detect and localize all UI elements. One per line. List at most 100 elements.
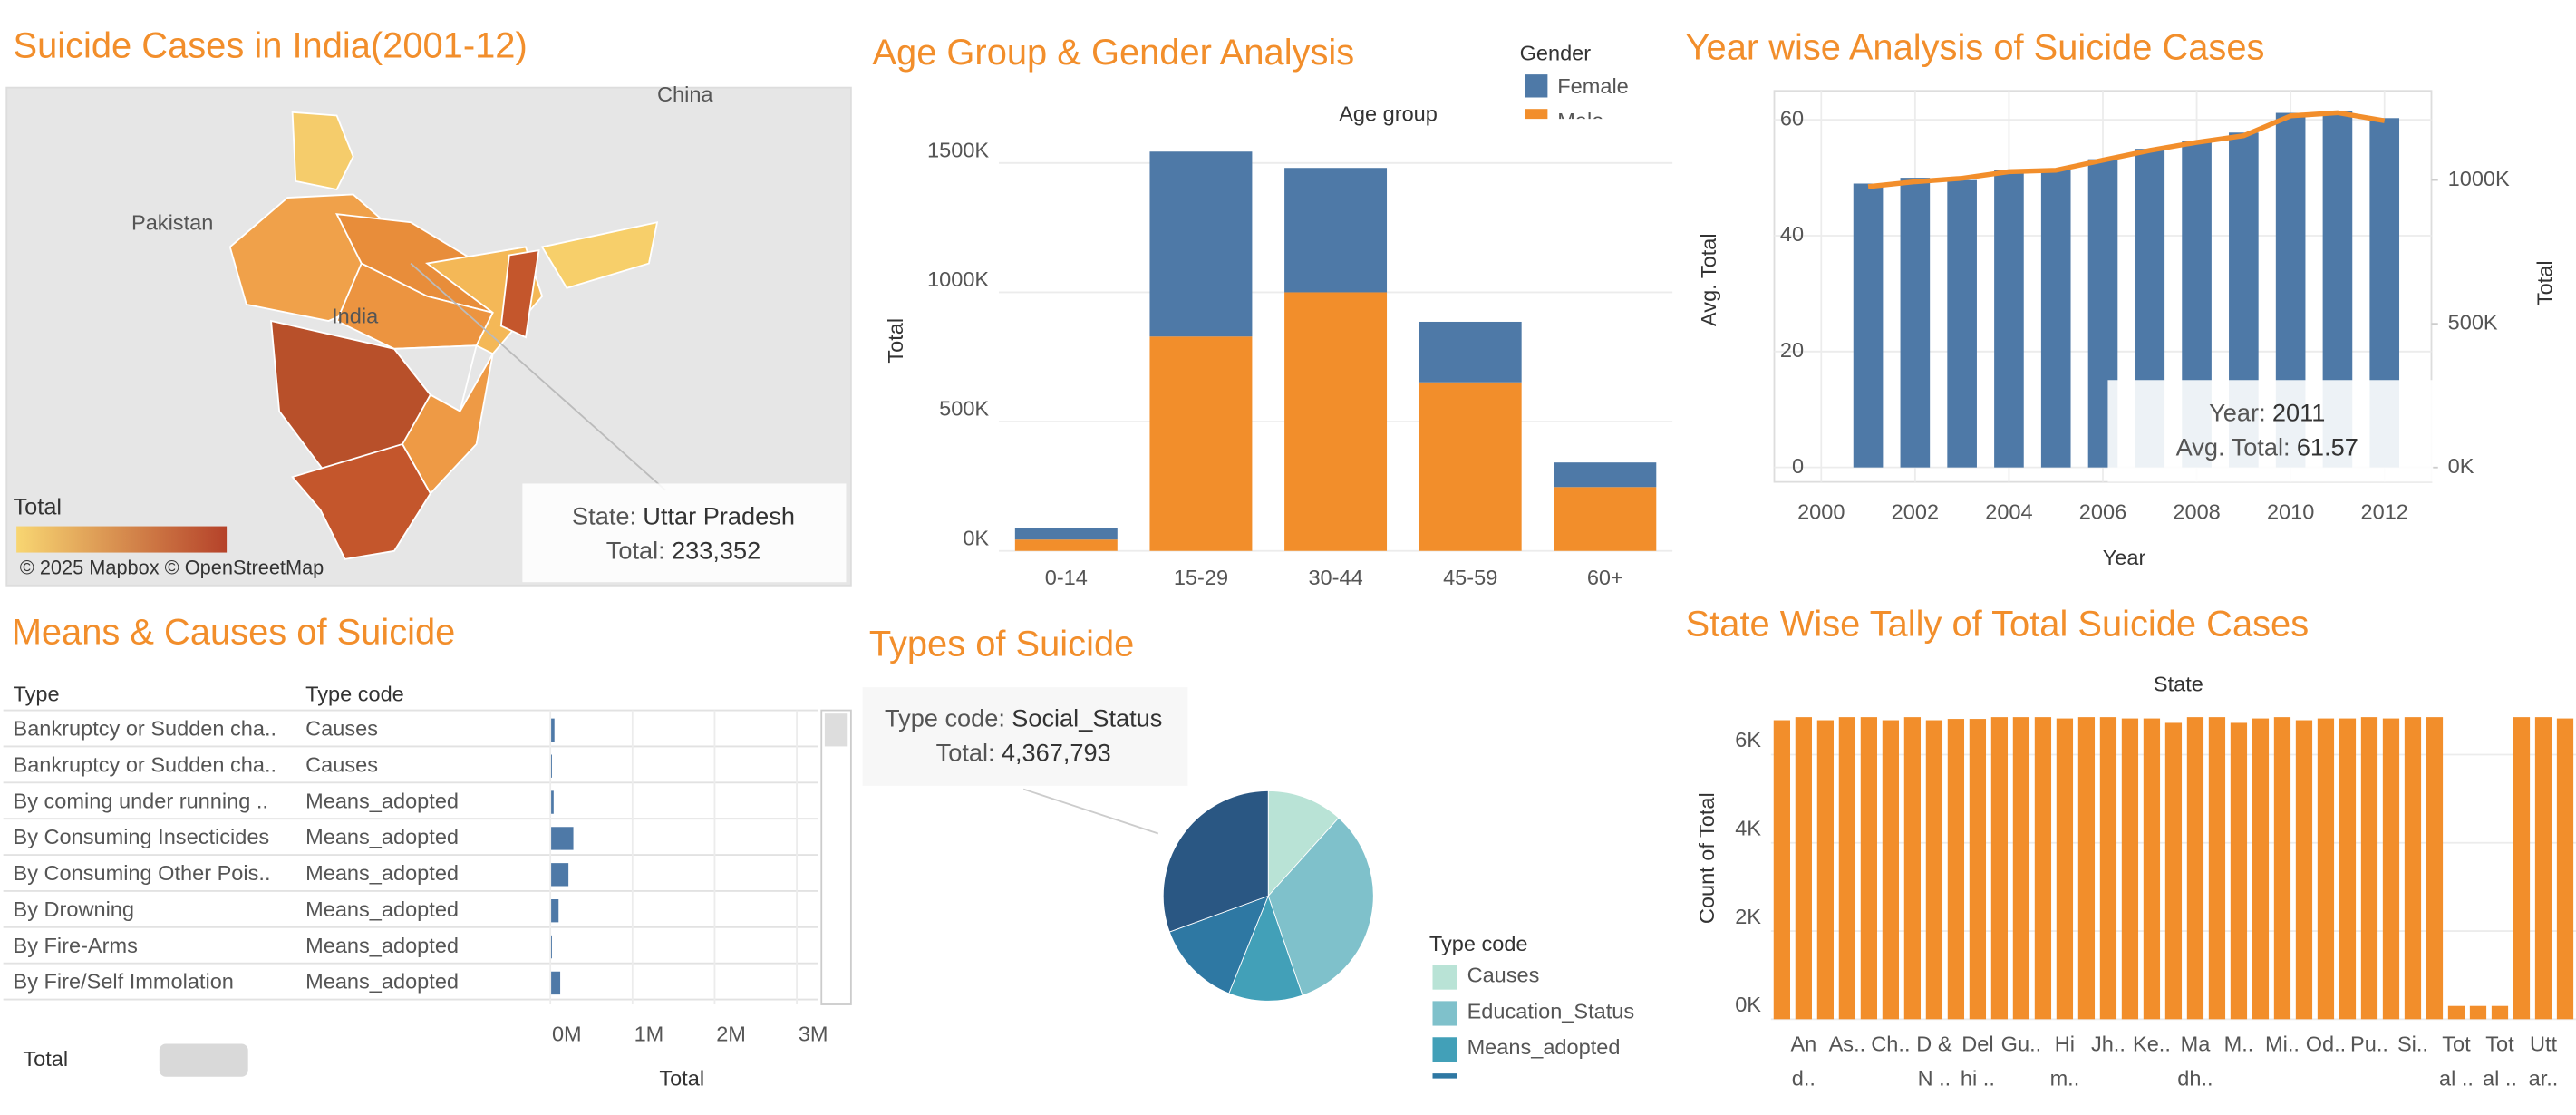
bar-segment [1554, 462, 1657, 488]
legend-label: Male [1557, 109, 1603, 132]
y-tick-label: 0K [963, 526, 989, 549]
x-tick-label: Ma [2181, 1033, 2212, 1056]
x-tick-label: d.. [1792, 1067, 1816, 1091]
column-header: Type [14, 682, 60, 705]
bar-segment [1419, 382, 1522, 551]
bar [2360, 717, 2378, 1020]
bar [2447, 1005, 2465, 1020]
bar [550, 899, 559, 923]
pie-tooltip-line: Total: 4,367,793 [936, 739, 1111, 767]
y-tick-label: 1500K [927, 138, 989, 161]
place-label: India [332, 305, 379, 328]
line-tooltip-line-label: Avg. Total: [2176, 433, 2290, 461]
bar [2295, 720, 2313, 1020]
bar-segment [1014, 539, 1118, 551]
legend-swatch [1433, 1110, 1457, 1115]
bar [2034, 717, 2052, 1020]
map-tooltip-line-label: State: [572, 502, 636, 530]
chart-title: Age Group & Gender Analysis [872, 33, 1354, 73]
cell: By coming under running .. [14, 789, 268, 812]
legend-swatch [1432, 1037, 1457, 1062]
map-legend-ramp [16, 526, 228, 553]
x-tick-label: Del [1961, 1033, 1993, 1056]
chart-title: Means & Causes of Suicide [12, 613, 456, 653]
map-tooltip-line-label: Total: [606, 537, 665, 565]
x-tick-label: N .. [1918, 1067, 1951, 1091]
bar [1947, 179, 1977, 468]
bar [550, 790, 554, 814]
size-legend-title: Total [23, 1047, 68, 1071]
x-tick-label: 2M [716, 1023, 746, 1046]
x-tick-label: al .. [2439, 1067, 2474, 1091]
bar-segment [1284, 168, 1388, 293]
x-tick-label: 0-14 [1045, 566, 1088, 589]
bar [1903, 717, 1922, 1020]
bar [1882, 720, 1900, 1020]
pie-slice [1267, 790, 1340, 897]
bar [2056, 718, 2074, 1020]
bar [2491, 1005, 2509, 1020]
bar-segment [1149, 336, 1253, 551]
line-tooltip-line: Avg. Total: 61.57 [2176, 433, 2358, 461]
chart-title: Year wise Analysis of Suicide Cases [1686, 27, 2265, 67]
legend-label: Causes [1467, 963, 1540, 986]
bar [1969, 719, 1987, 1020]
x-tick-label: Tot [2442, 1033, 2471, 1056]
bar [2513, 717, 2531, 1020]
legend-swatch [1432, 1073, 1457, 1079]
line-tooltip [2107, 380, 2434, 482]
bar [2556, 718, 2574, 1020]
pie-slice [1168, 895, 1270, 994]
bar [2469, 1005, 2487, 1020]
pie-slice [1162, 790, 1269, 933]
scroll-thumb[interactable] [824, 713, 848, 747]
x-tick-label: D & [1916, 1033, 1952, 1056]
bar [2230, 722, 2248, 1020]
cell: By Fire/Self Immolation [14, 970, 234, 994]
x-tick-label: 1M [634, 1023, 664, 1046]
map-leader [410, 262, 666, 491]
x-tick-label: Pu.. [2350, 1033, 2388, 1056]
y-tick-label: 2K [1735, 905, 1761, 928]
x-tick-label: dh.. [2177, 1067, 2213, 1091]
x-tick-label: 2002 [1892, 499, 1939, 523]
cell: Means_adopted [305, 970, 459, 994]
cell: Means_adopted [305, 897, 459, 921]
x-tick-label: ar.. [2529, 1067, 2559, 1091]
y-tick-label: 1000K [927, 267, 989, 291]
legend-swatch [1432, 1001, 1457, 1026]
x-tick-label: Jh.. [2091, 1033, 2126, 1056]
y2-axis-title: Total [2533, 260, 2557, 305]
y-tick-label: 6K [1735, 728, 1761, 751]
y-axis-title: Total [884, 318, 907, 364]
x-axis-title: Age group [1339, 102, 1438, 126]
legend-title: Total [14, 494, 63, 519]
bar [550, 863, 569, 887]
x-tick-label: Tot [2485, 1033, 2514, 1056]
bar-segment [1419, 321, 1522, 383]
cell: Means_adopted [305, 861, 459, 885]
scrollbar[interactable] [820, 709, 852, 1005]
x-tick-label: 3M [799, 1023, 828, 1046]
bar [1853, 183, 1884, 468]
legend-title: Type code [1429, 932, 1528, 955]
bar-segment [1284, 292, 1388, 551]
pie-tooltip-line-label: Total: [936, 739, 995, 767]
bar [1795, 717, 1813, 1020]
x-tick-label: Gu.. [2001, 1033, 2042, 1056]
bar-segment [1149, 151, 1253, 337]
bar [1990, 717, 2009, 1020]
bar [1816, 720, 1835, 1020]
x-tick-label: Hi [2055, 1033, 2075, 1056]
cell: By Drowning [14, 897, 135, 921]
size-legend [159, 1043, 248, 1077]
cell: By Consuming Insecticides [14, 825, 270, 848]
pie-slice [1228, 895, 1303, 1002]
bar [2164, 722, 2183, 1020]
bar [1860, 717, 1878, 1020]
legend-label: Education_Status [1467, 999, 1635, 1023]
y-tick-label: 0 [1792, 454, 1804, 478]
x-tick-label: 2008 [2173, 499, 2220, 523]
map-tooltip-line-value: Uttar Pradesh [643, 502, 795, 530]
cell: Means_adopted [305, 825, 459, 848]
